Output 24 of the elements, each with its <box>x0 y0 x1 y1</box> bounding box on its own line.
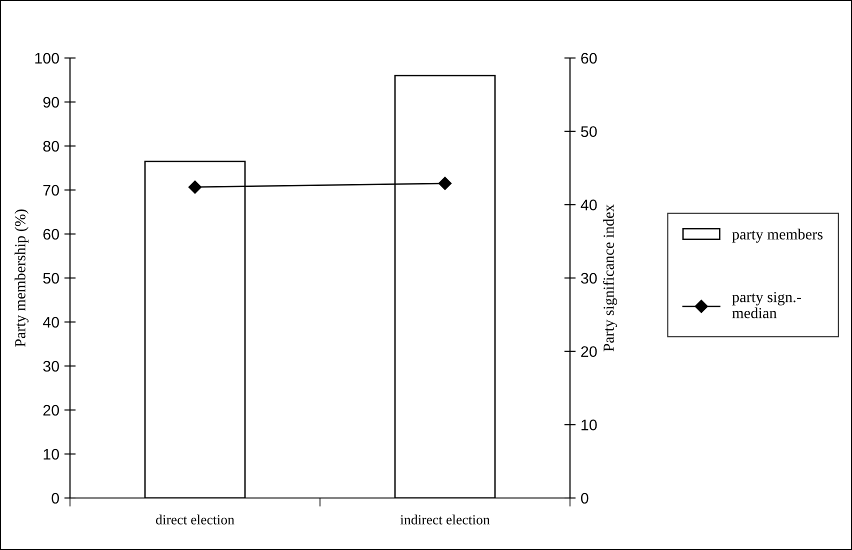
y2-axis-title: Party significance index <box>602 204 618 352</box>
y-tick-label: 60 <box>43 228 59 240</box>
y2-tick-label: 60 <box>581 52 597 64</box>
y-tick-label: 100 <box>35 52 59 64</box>
legend-label: party sign.- median <box>732 292 801 318</box>
x-tick-label: indirect election <box>400 514 490 524</box>
y-tick-label: 80 <box>43 140 59 152</box>
y-tick-label: 0 <box>52 492 59 504</box>
y-tick-label: 30 <box>43 360 59 372</box>
y2-tick-label: 40 <box>580 200 597 210</box>
y-tick-label: 10 <box>44 448 59 460</box>
legend-label: party members <box>732 228 823 243</box>
y2-tick-label: 10 <box>582 420 597 430</box>
y-tick-label: 40 <box>42 316 59 328</box>
y-tick-label: 70 <box>43 184 59 196</box>
y-tick-label: 50 <box>43 272 59 284</box>
y-tick-label: 20 <box>43 404 59 416</box>
y-axis-title: Party membership (%) <box>14 210 29 347</box>
x-tick-label: direct election <box>156 514 234 524</box>
y2-tick-label: 0 <box>581 492 588 504</box>
y2-tick-label: 30 <box>581 272 597 284</box>
y2-tick-label: 50 <box>581 126 597 138</box>
y2-tick-label: 20 <box>581 346 597 358</box>
y-tick-label: 90 <box>43 96 59 108</box>
